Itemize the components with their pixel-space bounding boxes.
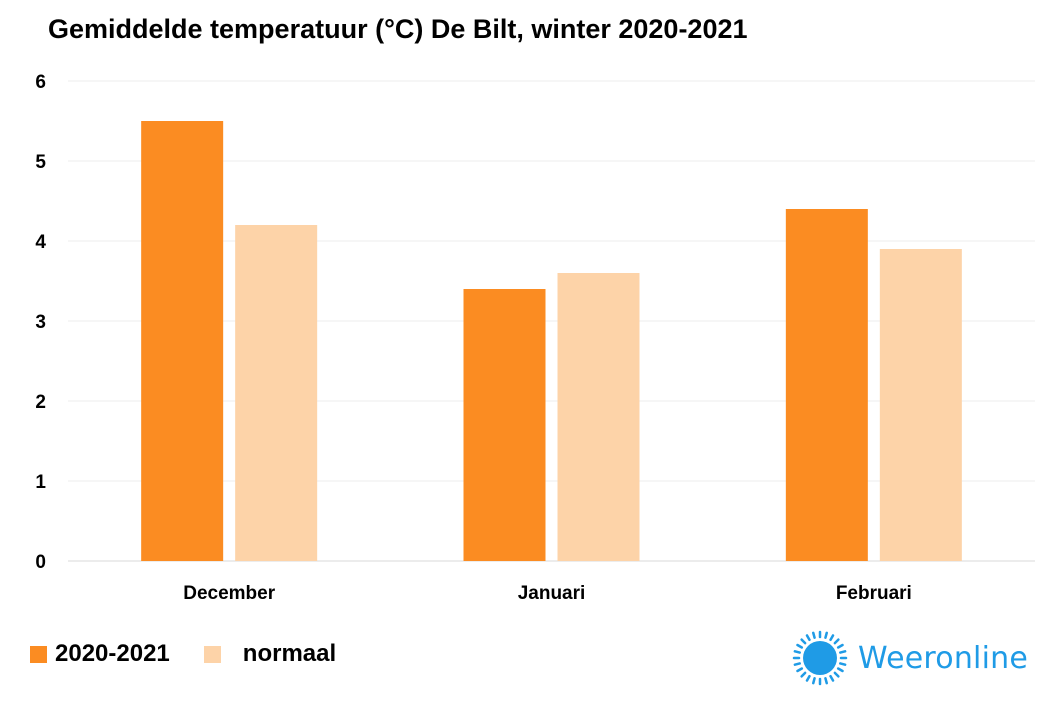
y-tick-label: 0 <box>35 552 46 573</box>
x-tick-label: Februari <box>836 583 912 604</box>
sun-ray <box>829 634 835 642</box>
bars <box>141 121 962 561</box>
sun-ray <box>833 638 840 645</box>
bar-2-februari <box>879 249 962 561</box>
sun-ray <box>805 674 811 682</box>
legend-label: normaal <box>242 640 337 667</box>
y-tick-label: 3 <box>35 312 46 333</box>
sun-ray <box>833 671 840 678</box>
sun-icon <box>792 630 848 686</box>
bar-1-december <box>141 121 224 561</box>
sun-ray <box>793 650 801 654</box>
legend: 2020-2021 normaal <box>30 640 370 668</box>
legend-item-series-1: 2020-2021 <box>30 640 170 668</box>
sun-ray <box>812 677 816 685</box>
legend-label: 2020-2021 <box>55 640 170 667</box>
y-axis-ticks: 0 1 2 3 4 5 6 <box>35 72 46 573</box>
sun-ray <box>829 674 835 682</box>
sun-ray <box>793 662 801 666</box>
bar-1-januari <box>463 289 546 561</box>
brand-logo: Weeronline <box>790 628 1028 688</box>
sun-ray <box>824 631 828 639</box>
gridlines <box>68 80 1035 562</box>
legend-swatch <box>30 645 47 663</box>
sun-ray <box>800 671 807 678</box>
bar-1-februari <box>785 209 868 561</box>
y-tick-label: 2 <box>35 392 46 413</box>
x-tick-label: Januari <box>518 583 586 604</box>
sun-ray <box>805 634 811 642</box>
x-axis-ticks: December Januari Februari <box>183 583 912 604</box>
sun-ray <box>812 631 816 639</box>
sun-ray <box>796 667 804 673</box>
legend-swatch <box>203 645 221 663</box>
sun-ray <box>839 662 847 666</box>
brand-name: Weeronline <box>858 640 1029 676</box>
y-tick-label: 6 <box>35 72 46 93</box>
y-tick-label: 1 <box>35 472 46 493</box>
bar-2-december <box>235 225 318 561</box>
sun-ray <box>824 677 828 685</box>
sun-ray <box>839 650 847 654</box>
y-tick-label: 5 <box>35 152 46 173</box>
sun-ray <box>800 638 807 645</box>
y-tick-label: 4 <box>35 232 46 253</box>
chart-title: Gemiddelde temperatuur (°C) De Bilt, win… <box>48 14 748 44</box>
legend-item-series-2: normaal <box>203 640 337 668</box>
x-tick-label: December <box>183 583 275 604</box>
sun-ray <box>836 667 844 673</box>
bar-2-januari <box>557 273 640 561</box>
sun-ray <box>796 643 804 649</box>
sun-ray <box>836 643 844 649</box>
